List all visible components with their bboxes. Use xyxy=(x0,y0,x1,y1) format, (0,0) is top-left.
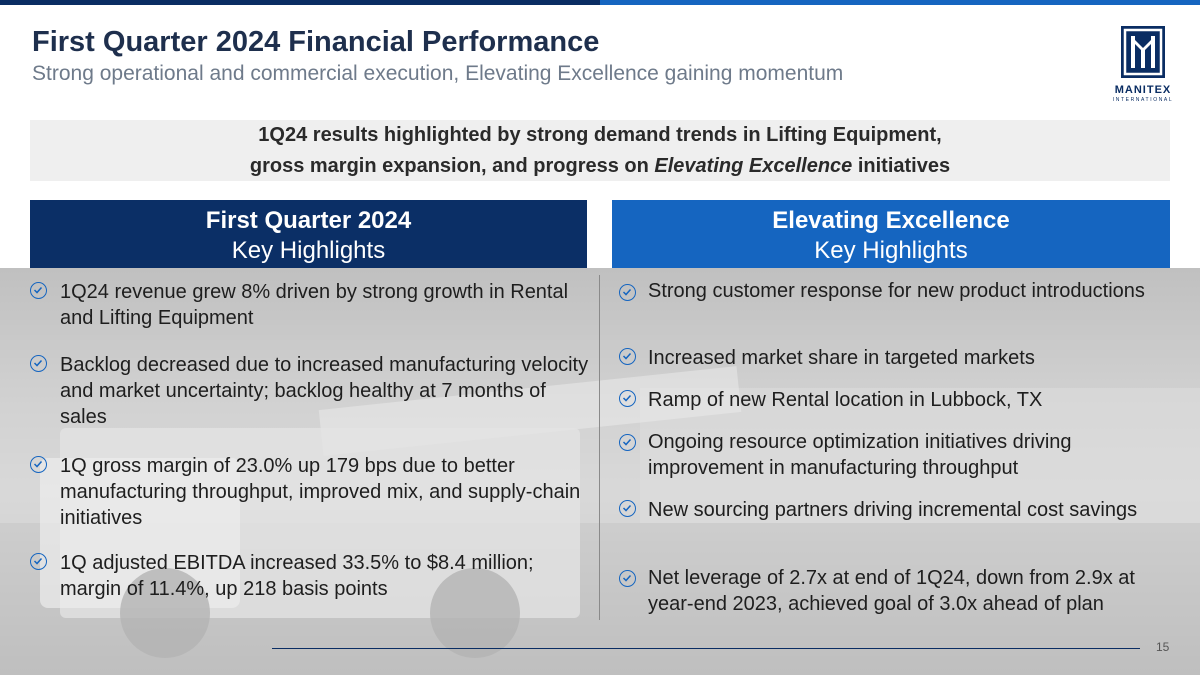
banner-line-2-prefix: gross margin expansion, and progress on xyxy=(249,155,655,177)
check-circle-icon xyxy=(30,456,47,473)
check-circle-icon xyxy=(30,355,47,372)
logo-mark-icon xyxy=(1121,26,1165,78)
right-column-subheading: Key Highlights xyxy=(814,237,968,264)
top-accent-bar-right xyxy=(600,0,1200,5)
right-bullet-6: Net leverage of 2.7x at end of 1Q24, dow… xyxy=(648,567,1135,615)
right-column-header: Elevating Excellence Key Highlights xyxy=(612,200,1170,268)
left-bullet-4: 1Q adjusted EBITDA increased 33.5% to $8… xyxy=(60,552,534,600)
left-column-heading: First Quarter 2024 xyxy=(205,207,412,234)
summary-banner: 1Q24 results highlighted by strong deman… xyxy=(30,120,1170,181)
logo-wordmark: MANITEX xyxy=(1114,84,1172,96)
left-bullet-3: 1Q gross margin of 23.0% up 179 bps due … xyxy=(60,455,581,529)
right-bullet-4: Ongoing resource optimization initiative… xyxy=(648,431,1072,479)
left-bullet-2: Backlog decreased due to increased manuf… xyxy=(60,354,589,428)
banner-line-2-emphasis: Elevating Excellence xyxy=(654,155,853,177)
right-bullet-3: Ramp of new Rental location in Lubbock, … xyxy=(648,389,1043,411)
right-bullet-2: Increased market share in targeted marke… xyxy=(648,347,1035,369)
banner-line-2: gross margin expansion, and progress on … xyxy=(30,151,1170,182)
page-number: 15 xyxy=(1156,640,1170,654)
right-bullet-1: Strong customer response for new product… xyxy=(648,280,1145,302)
check-circle-icon xyxy=(30,553,47,570)
right-bullet-5: New sourcing partners driving incrementa… xyxy=(648,499,1138,521)
left-column-header: First Quarter 2024 Key Highlights xyxy=(30,200,587,268)
logo-subtext: INTERNATIONAL xyxy=(1112,97,1174,103)
column-divider xyxy=(599,275,600,620)
check-circle-icon xyxy=(619,434,636,451)
photo-light-overlay xyxy=(0,268,1200,675)
banner-line-1: 1Q24 results highlighted by strong deman… xyxy=(258,124,942,146)
slide-subtitle: Strong operational and commercial execut… xyxy=(32,62,844,85)
right-column-heading: Elevating Excellence xyxy=(772,207,1010,234)
top-accent-bar-left xyxy=(0,0,600,5)
check-circle-icon xyxy=(619,500,636,517)
left-bullet-1: 1Q24 revenue grew 8% driven by strong gr… xyxy=(60,281,569,329)
footer-line xyxy=(272,648,1140,649)
check-circle-icon xyxy=(30,282,47,299)
slide-title: First Quarter 2024 Financial Performance xyxy=(32,26,600,58)
check-circle-icon xyxy=(619,284,636,301)
banner-line-2-suffix: initiatives xyxy=(852,155,951,177)
check-circle-icon xyxy=(619,570,636,587)
left-column-subheading: Key Highlights xyxy=(231,237,386,264)
check-circle-icon xyxy=(619,348,636,365)
company-logo: MANITEX INTERNATIONAL xyxy=(1112,26,1174,118)
check-circle-icon xyxy=(619,390,636,407)
